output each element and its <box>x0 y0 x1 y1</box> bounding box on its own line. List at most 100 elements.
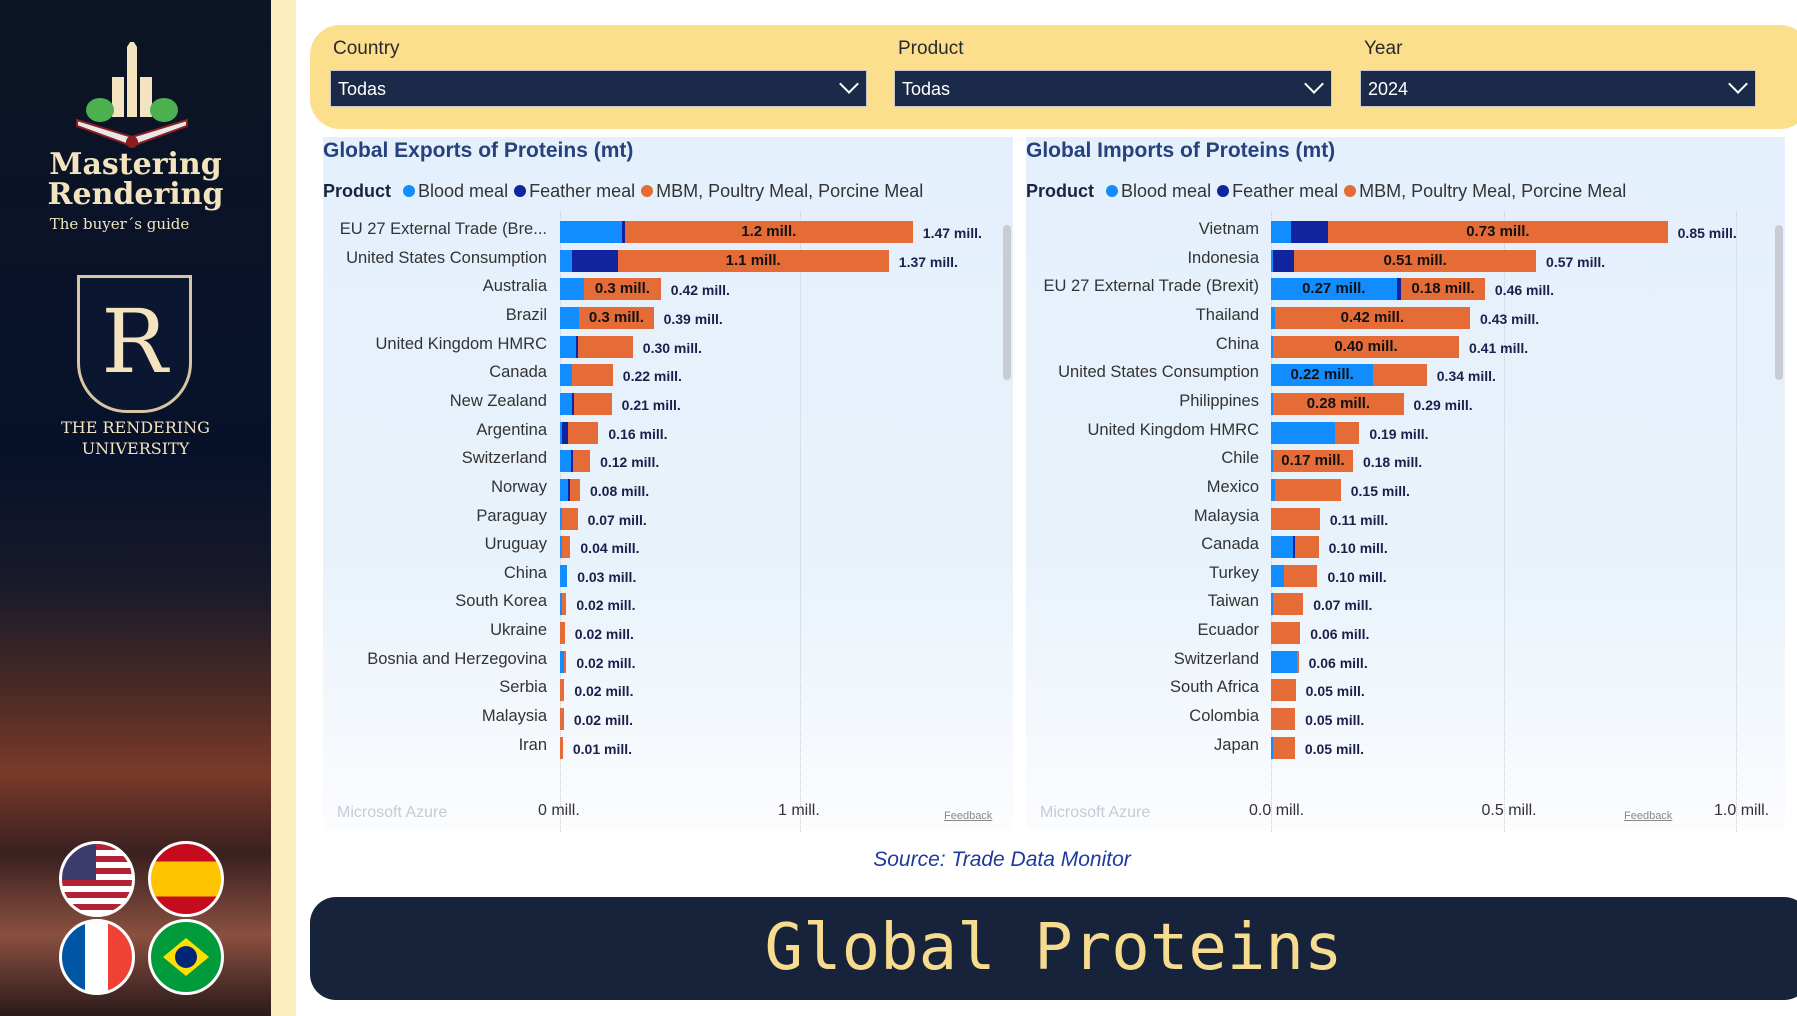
bar-segment-feather[interactable] <box>1396 278 1402 301</box>
bar-segment-mbm[interactable] <box>562 507 578 530</box>
bar-segment-feather[interactable] <box>572 392 574 415</box>
bar-segment-blood[interactable] <box>560 335 576 358</box>
spain-flag-icon[interactable] <box>148 841 224 917</box>
legend-item[interactable]: Feather meal <box>529 181 636 201</box>
bar-segment-mbm[interactable] <box>1271 507 1320 530</box>
us-flag-icon[interactable] <box>59 841 135 917</box>
bar-segment-feather[interactable] <box>1293 536 1296 559</box>
bar-segment-mbm[interactable] <box>1328 221 1668 243</box>
feedback-link[interactable]: Feedback <box>1624 810 1673 822</box>
bar-segment-mbm[interactable] <box>1373 364 1427 387</box>
bar-segment-mbm[interactable] <box>1295 536 1319 559</box>
bar-segment-mbm[interactable] <box>1273 736 1295 759</box>
bar-segment-mbm[interactable] <box>574 392 612 415</box>
bar-segment-mbm[interactable] <box>570 478 580 501</box>
bar-segment-blood[interactable] <box>1271 478 1275 501</box>
bar-segment-mbm[interactable] <box>579 306 654 329</box>
bar-segment-mbm[interactable] <box>562 536 571 559</box>
axis-tick-label: 0.0 mill. <box>1249 802 1305 819</box>
bar-segment-blood[interactable] <box>1271 736 1273 759</box>
bar-segment-blood[interactable] <box>1271 421 1335 444</box>
row-label: United Kingdom HMRC <box>1087 420 1259 439</box>
bar-segment-blood[interactable] <box>560 306 580 329</box>
bar-segment-blood[interactable] <box>1271 221 1291 243</box>
legend-item[interactable]: Blood meal <box>418 181 509 201</box>
year-dropdown[interactable]: 2024 <box>1360 70 1756 107</box>
bar-segment-blood[interactable] <box>1271 364 1374 387</box>
bar-total-label: 0.06 mill. <box>1310 626 1370 643</box>
bar-segment-mbm[interactable] <box>1274 478 1341 501</box>
bar-segment-mbm[interactable] <box>572 364 613 387</box>
bar-segment-label: 0.73 mill. <box>1466 223 1530 240</box>
bar-segment-mbm[interactable] <box>568 421 599 444</box>
legend-dot-icon <box>641 185 654 197</box>
bar-segment-blood[interactable] <box>560 249 572 272</box>
bar-segment-feather[interactable] <box>622 221 625 243</box>
bar-segment-blood[interactable] <box>1271 392 1274 415</box>
bar-segment-mbm[interactable] <box>1273 392 1404 415</box>
bar-segment-mbm[interactable] <box>1294 249 1537 272</box>
bar-segment-blood[interactable] <box>560 593 562 616</box>
bar-segment-mbm[interactable] <box>1274 306 1471 329</box>
brazil-flag-icon[interactable] <box>148 919 224 995</box>
bar-segment-mbm[interactable] <box>1334 421 1360 444</box>
bar-segment-blood[interactable] <box>560 364 572 387</box>
bar-segment-mbm[interactable] <box>572 450 591 473</box>
bar-segment-blood[interactable] <box>560 564 568 587</box>
bar-segment-mbm[interactable] <box>562 593 567 616</box>
bar-segment-mbm[interactable] <box>624 221 913 243</box>
bar-segment-blood[interactable] <box>560 278 584 301</box>
bar-segment-blood[interactable] <box>1271 593 1273 616</box>
bar-segment-mbm[interactable] <box>1271 708 1296 731</box>
bar-segment-blood[interactable] <box>1271 650 1297 673</box>
bar-segment-mbm[interactable] <box>1273 335 1459 358</box>
bar-segment-feather[interactable] <box>1290 221 1329 243</box>
country-dropdown[interactable]: Todas <box>330 70 867 107</box>
bar-segment-blood[interactable] <box>560 650 565 673</box>
feedback-link[interactable]: Feedback <box>944 810 993 822</box>
bar-segment-blood[interactable] <box>560 536 562 559</box>
bar-segment-mbm[interactable] <box>1401 278 1485 301</box>
bar-segment-mbm[interactable] <box>560 736 563 759</box>
bar-segment-mbm[interactable] <box>1273 593 1304 616</box>
bar-segment-blood[interactable] <box>1271 335 1273 358</box>
bar-segment-blood[interactable] <box>1271 278 1397 301</box>
bar-segment-mbm[interactable] <box>560 679 565 702</box>
bar-segment-mbm[interactable] <box>1273 450 1353 473</box>
bar-segment-mbm[interactable] <box>617 249 889 272</box>
bar-segment-blood[interactable] <box>560 421 563 444</box>
france-flag-icon[interactable] <box>59 919 135 995</box>
bar-segment-blood[interactable] <box>1271 249 1274 272</box>
bar-segment-feather[interactable] <box>570 450 573 473</box>
bar-segment-blood[interactable] <box>560 507 562 530</box>
legend-item[interactable]: MBM, Poultry Meal, Porcine Meal <box>1359 181 1627 201</box>
bar-segment-mbm[interactable] <box>1271 622 1301 645</box>
bar-segment-blood[interactable] <box>560 221 623 243</box>
bar-segment-blood[interactable] <box>1271 306 1275 329</box>
product-dropdown[interactable]: Todas <box>894 70 1332 107</box>
bar-segment-blood[interactable] <box>560 450 571 473</box>
bar-segment-mbm[interactable] <box>1284 564 1318 587</box>
bar-segment-mbm[interactable] <box>584 278 661 301</box>
bar-segment-mbm[interactable] <box>564 650 567 673</box>
scrollbar[interactable] <box>1003 225 1011 380</box>
bar-segment-feather[interactable] <box>572 249 618 272</box>
bar-segment-feather[interactable] <box>568 478 571 501</box>
bar-segment-blood[interactable] <box>560 392 572 415</box>
bar-segment-blood[interactable] <box>1271 536 1294 559</box>
bar-segment-feather[interactable] <box>1273 249 1295 272</box>
bar-segment-mbm[interactable] <box>1271 679 1296 702</box>
legend-item[interactable]: Feather meal <box>1232 181 1339 201</box>
bar-segment-mbm[interactable] <box>577 335 633 358</box>
bar-segment-feather[interactable] <box>575 335 578 358</box>
legend-item[interactable]: Blood meal <box>1121 181 1212 201</box>
legend-item[interactable]: MBM, Poultry Meal, Porcine Meal <box>656 181 924 201</box>
bar-segment-blood[interactable] <box>560 478 569 501</box>
bar-segment-feather[interactable] <box>562 421 569 444</box>
bar-segment-blood[interactable] <box>1271 564 1285 587</box>
scrollbar[interactable] <box>1775 225 1783 380</box>
bar-segment-mbm[interactable] <box>1296 650 1299 673</box>
bar-segment-mbm[interactable] <box>560 708 564 731</box>
bar-segment-blood[interactable] <box>1271 450 1273 473</box>
bar-segment-mbm[interactable] <box>560 622 565 645</box>
